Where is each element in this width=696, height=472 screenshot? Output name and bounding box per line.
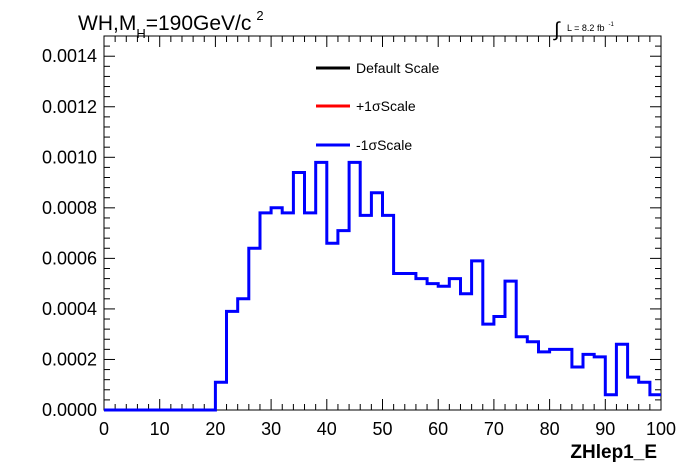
chart-title-rest: =190GeV/c — [146, 12, 252, 35]
x-tick-label: 80 — [540, 419, 560, 439]
y-tick-label: 0.0008 — [42, 198, 97, 218]
y-tick-label: 0.0010 — [42, 147, 97, 167]
x-tick-label: 100 — [646, 419, 676, 439]
y-tick-label: 0.0000 — [42, 400, 97, 420]
y-tick-label: 0.0002 — [42, 349, 97, 369]
x-tick-label: 90 — [595, 419, 615, 439]
legend-label-plus1sigma-scale: +1σScale — [356, 98, 416, 114]
y-tick-label: 0.0006 — [42, 248, 97, 268]
chart-title-main: WH,M — [78, 12, 136, 35]
y-tick-label: 0.0012 — [42, 97, 97, 117]
x-tick-label: 30 — [261, 419, 281, 439]
chart-title-sup: 2 — [256, 8, 263, 23]
y-tick-label: 0.0014 — [42, 46, 97, 66]
x-tick-label: 20 — [205, 419, 225, 439]
legend-label-minus1sigma-scale: -1σScale — [356, 137, 412, 153]
x-tick-label: 50 — [372, 419, 392, 439]
lumi-text: L = 8.2 fb — [567, 23, 604, 33]
lumi-integral-symbol: ∫ — [553, 19, 561, 41]
series-line-minus1sigma-scale — [104, 160, 661, 412]
x-tick-label: 40 — [317, 419, 337, 439]
x-tick-label: 10 — [150, 419, 170, 439]
chart-title: WH,MH=190GeV/c 2 — [78, 8, 264, 41]
series-layer — [104, 160, 661, 412]
y-tick-label: 0.0004 — [42, 299, 97, 319]
chart-title-sub: H — [136, 26, 145, 41]
lumi-sup: -1 — [608, 22, 614, 28]
legend: Default Scale +1σScale -1σScale — [316, 60, 439, 153]
x-tick-label: 0 — [99, 419, 109, 439]
x-tick-label: 70 — [484, 419, 504, 439]
lumi-label: L = 8.2 fb -1 — [567, 22, 614, 33]
x-tick-label: 60 — [428, 419, 448, 439]
legend-label-default-scale: Default Scale — [356, 60, 439, 76]
y-axis-ticks: 0.0000 0.0002 0.0004 0.0006 0.0008 0.0010 0.00… — [42, 45, 661, 420]
x-axis-label: ZHlep1_E — [570, 442, 657, 463]
